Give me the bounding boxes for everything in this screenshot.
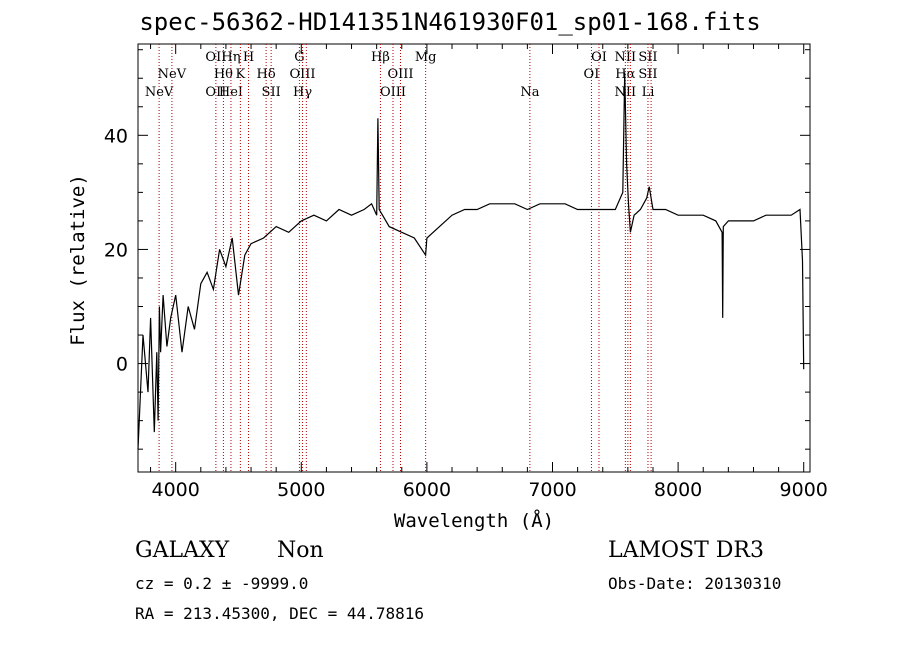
- x-axis-label: Wavelength (Å): [393, 510, 555, 532]
- y-tick-label: 40: [104, 125, 128, 147]
- line-marker-label: OIII: [387, 67, 413, 82]
- x-tick-label: 8000: [654, 479, 702, 501]
- line-marker-label: Hγ: [293, 85, 312, 100]
- radec-text: RA = 213.45300, DEC = 44.78816: [135, 604, 424, 623]
- plot-frame: [137, 43, 811, 473]
- x-tick-label: 4000: [152, 479, 200, 501]
- line-marker-label: SII: [262, 85, 281, 100]
- line-marker-label: Hη: [221, 50, 240, 65]
- line-marker-label: Hδ: [257, 67, 276, 82]
- x-tick-label: 6000: [403, 479, 451, 501]
- x-tick-label: 7000: [528, 479, 576, 501]
- line-marker-label: NeV: [158, 67, 187, 82]
- x-tick-label: 5000: [277, 479, 325, 501]
- line-marker-label: NII: [615, 50, 637, 65]
- redshift-text: cz = 0.2 ± -9999.0: [135, 574, 309, 593]
- y-tick-label: 0: [116, 354, 128, 376]
- line-marker-label: Mg: [415, 50, 437, 65]
- line-marker-label: HeI: [219, 85, 243, 100]
- line-marker-label: NeV: [145, 85, 174, 100]
- object-subclass: Non: [277, 538, 324, 563]
- line-marker-label: SII: [638, 67, 657, 82]
- line-marker-label: Hα: [615, 67, 635, 82]
- line-marker-label: OI: [584, 67, 600, 82]
- line-marker-label: Hβ: [371, 50, 390, 65]
- line-marker-label: H: [243, 50, 254, 65]
- line-marker-label: OIII: [380, 85, 406, 100]
- line-marker-label: Li: [642, 85, 655, 100]
- line-marker-label: G: [294, 50, 304, 65]
- y-tick-label: 20: [104, 239, 128, 261]
- line-marker-label: K: [236, 67, 246, 82]
- obs-date-text: Obs-Date: 20130310: [608, 574, 782, 593]
- line-marker-label: OII: [205, 85, 226, 100]
- y-axis-label: Flux (relative): [67, 174, 89, 346]
- line-marker-label: OII: [205, 50, 226, 65]
- spectrum-line: [137, 72, 805, 450]
- chart-title: spec-56362-HD141351N461930F01_sp01-168.f…: [139, 8, 761, 36]
- object-class: GALAXY: [135, 538, 230, 563]
- line-marker-label: Na: [520, 85, 539, 100]
- line-marker-label: Hθ: [214, 67, 233, 82]
- survey-name: LAMOST DR3: [608, 538, 764, 563]
- line-marker-label: OIII: [290, 67, 316, 82]
- line-marker-label: SII: [638, 50, 657, 65]
- line-marker-label: OI: [591, 50, 607, 65]
- x-tick-label: 9000: [780, 479, 828, 501]
